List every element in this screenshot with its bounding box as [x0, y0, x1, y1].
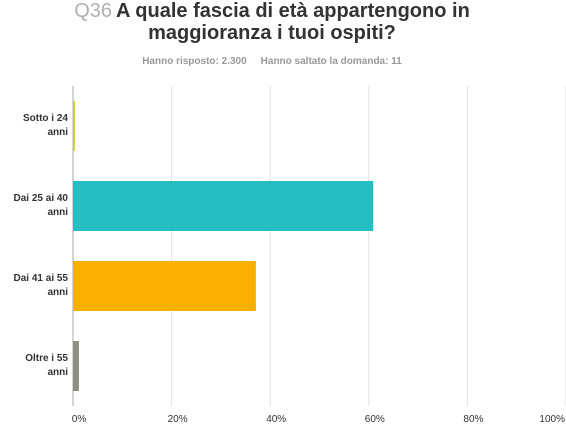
x-tick-label: 60% [365, 414, 385, 425]
x-tick-label: 20% [168, 414, 188, 425]
bar [73, 341, 79, 391]
skipped: Hanno saltato la domanda: 11 [260, 56, 402, 67]
category-label: Sotto i 24 anni [22, 113, 68, 138]
chart-title: A quale fascia di età appartengono in ma… [116, 0, 470, 44]
subtitle: Hanno risposto: 2.300 Hanno saltato la do… [62, 56, 482, 67]
bar [73, 181, 374, 231]
answered: Hanno risposto: 2.300 [142, 56, 247, 67]
category-label: Dai 25 ai 40 anni [13, 193, 68, 218]
category-label: Dai 41 ai 55 anni [13, 273, 68, 298]
bar [73, 261, 256, 311]
title-block: Q36 A quale fascia di età appartengono in… [62, 0, 482, 44]
x-tick-label: 40% [266, 414, 286, 425]
x-tick-label: 100% [539, 414, 565, 425]
bar [73, 101, 75, 151]
question-id: Q36 [74, 0, 113, 22]
x-tick-label: 0% [72, 414, 87, 425]
category-label: Oltre i 55 anni [25, 353, 68, 378]
x-tick-label: 80% [463, 414, 483, 425]
